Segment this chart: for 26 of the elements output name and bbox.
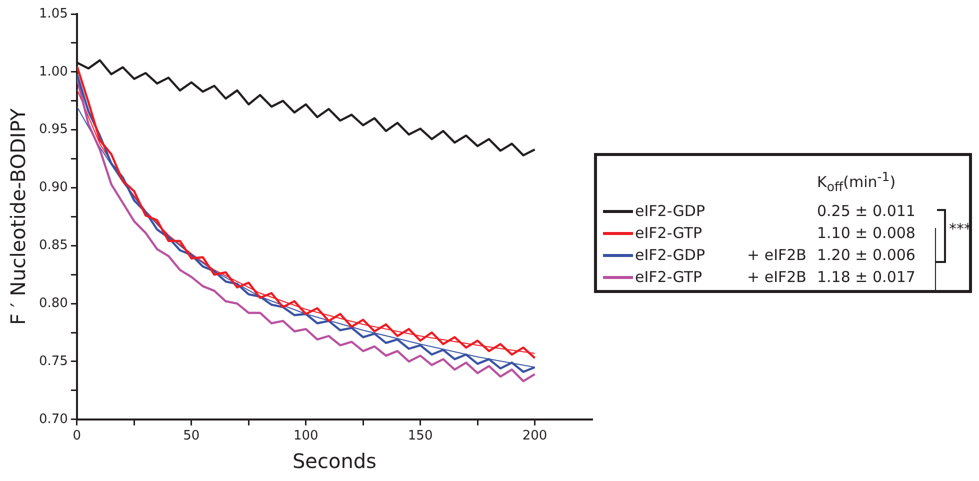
y-tick-label: 0.80 xyxy=(38,296,68,311)
y-tick-label: 1.00 xyxy=(38,64,68,80)
y-tick-label: 0.90 xyxy=(38,180,68,196)
x-tick-label: 50 xyxy=(183,428,200,444)
legend-label: eIF2-GDP xyxy=(635,245,706,266)
text: + eIF2B xyxy=(747,267,806,288)
legend-label: eIF2-GTP xyxy=(635,223,702,244)
x-axis-title: Seconds xyxy=(292,449,376,474)
legend-label: eIF2-GTP xyxy=(635,267,702,288)
text: 1.10 ± 0.008 xyxy=(817,223,916,244)
y-tick-label: 0.75 xyxy=(38,354,68,369)
y-tick-label: 0.85 xyxy=(38,238,68,254)
y-tick-label: 1.05 xyxy=(38,6,68,22)
text: 1.20 ± 0.006 xyxy=(817,245,916,266)
y-tick-label: 0.95 xyxy=(38,122,68,138)
x-tick-label: 150 xyxy=(408,428,433,444)
legend-label: eIF2-GDP xyxy=(635,201,706,222)
x-tick-label: 0 xyxy=(72,428,82,444)
x-tick-label: 200 xyxy=(522,428,548,444)
text: 0.25 ± 0.011 xyxy=(817,201,916,222)
y-axis-title: F ′ Nucleotide-BODIPY xyxy=(6,108,30,326)
legend-title: K$_{off}$(min$^{-1}$) xyxy=(817,168,896,194)
text: + eIF2B xyxy=(747,245,806,266)
x-tick-label: 100 xyxy=(293,428,318,444)
y-tick-label: 0.70 xyxy=(38,412,68,427)
text: 1.18 ± 0.017 xyxy=(817,267,916,288)
